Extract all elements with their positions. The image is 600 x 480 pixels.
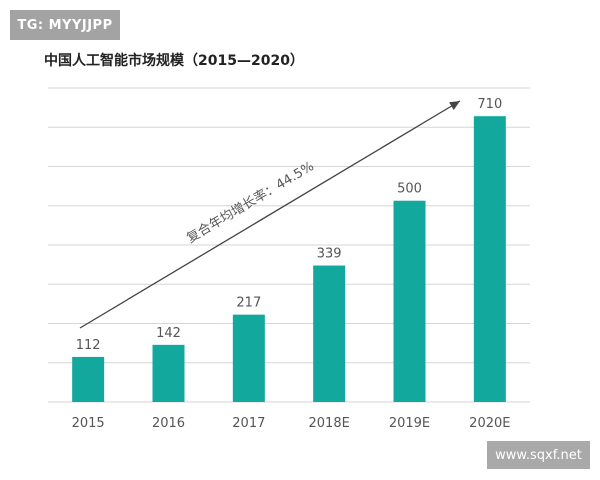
tg-badge: TG: MYYJJPP [10,10,120,40]
trend-arrow-line [79,100,461,329]
trend-arrow-head [449,101,460,110]
watermark: www.sqxf.net [487,441,590,469]
value-label: 710 [477,97,502,112]
value-label: 142 [156,326,181,341]
chart-title: 中国人工智能市场规模（2015—2020） [44,53,304,69]
value-label: 339 [317,247,342,262]
bar [313,265,346,402]
value-label: 112 [76,338,101,353]
x-tick-label: 2020E [469,416,510,431]
cagr-annotation: 复合年均增长率：44.5% [184,158,317,246]
x-tick-label: 2016 [152,416,185,431]
bar [72,356,105,402]
x-tick-label: 2019E [389,416,430,431]
x-tick-label: 2017 [232,416,265,431]
bar [232,314,265,402]
x-tick-label: 2015 [72,416,105,431]
bar [473,116,506,402]
value-label: 500 [397,182,422,197]
x-tick-label: 2018E [309,416,350,431]
value-label: 217 [236,296,261,311]
bar [152,344,185,402]
bar [393,200,426,402]
